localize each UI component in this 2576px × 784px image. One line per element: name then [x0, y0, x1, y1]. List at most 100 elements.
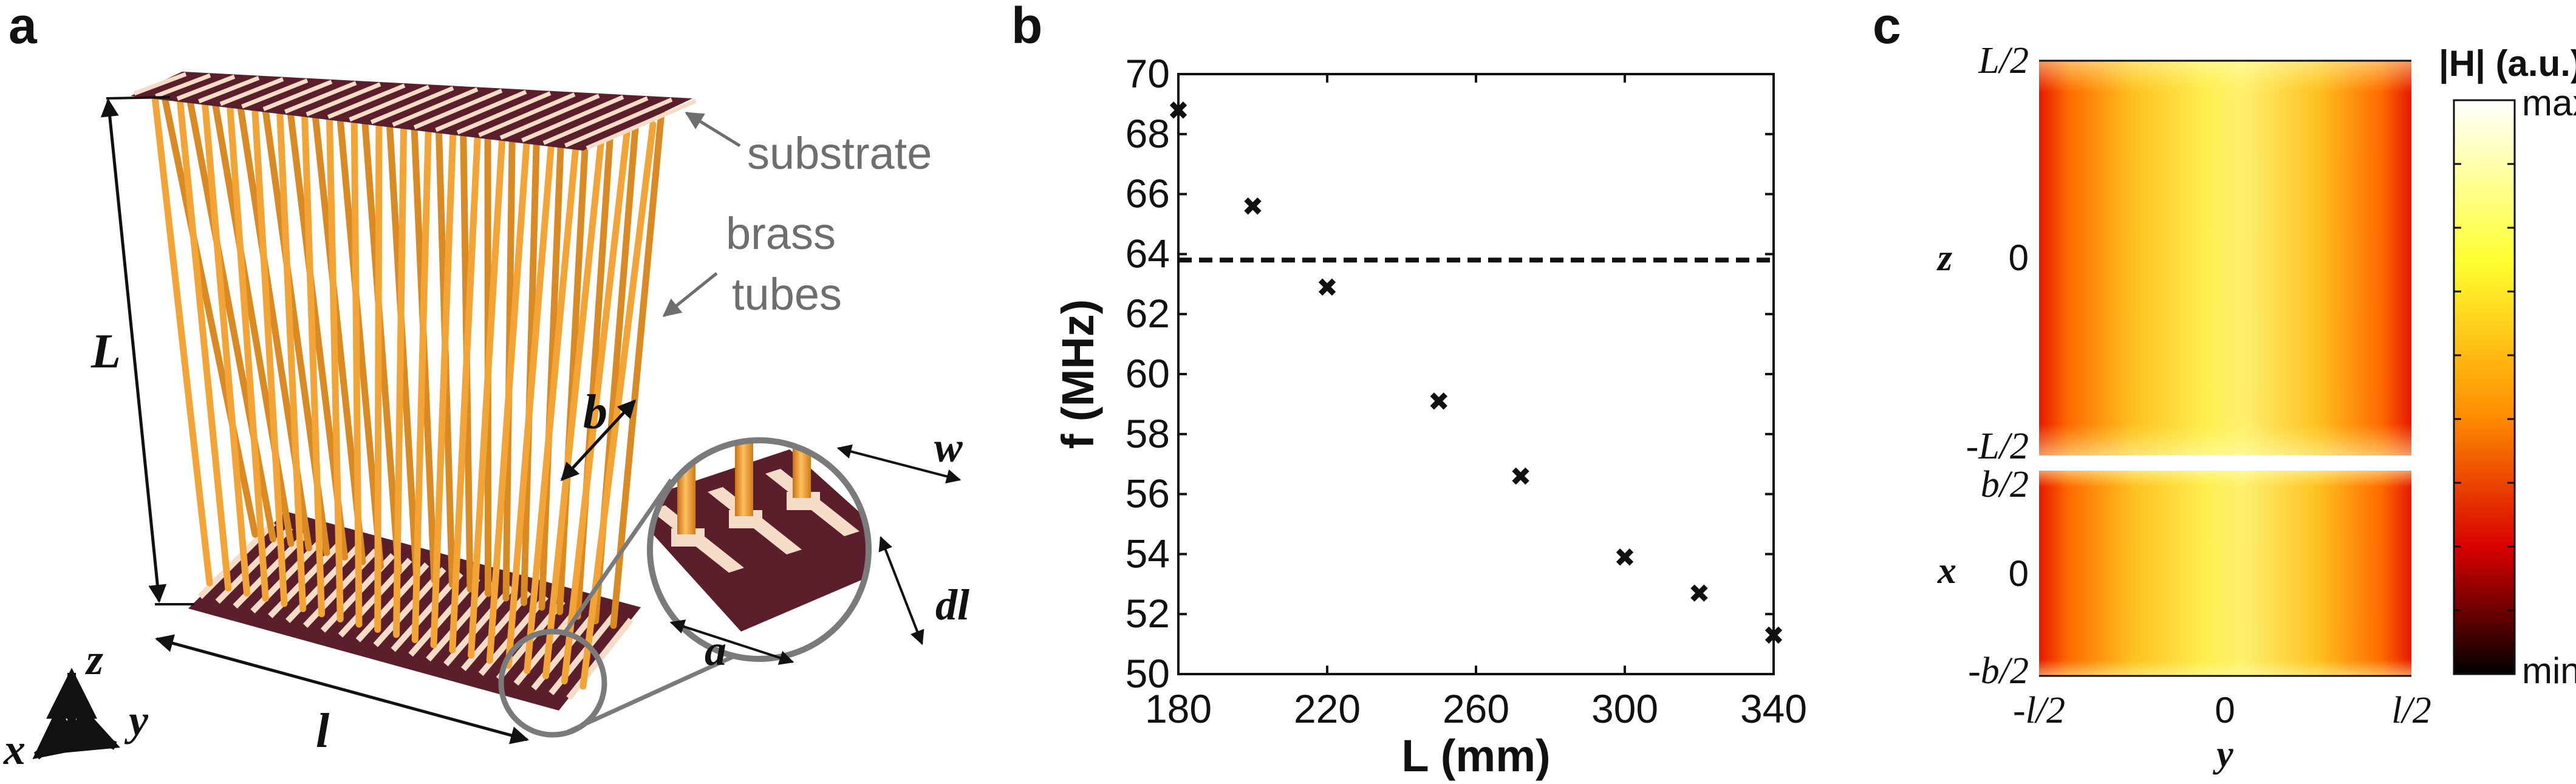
dimension-b-label: b: [583, 386, 607, 439]
brass-tube: [176, 95, 232, 591]
top-strip: [262, 80, 333, 111]
data-point: [1169, 101, 1187, 119]
scatter-chart: 50 52 54 56 58 60 62 64 66 68 70 180 220 260 300 340 L…: [1053, 51, 1807, 781]
dimension-l-label: l: [316, 704, 330, 758]
substrate-arrow: [685, 111, 741, 148]
brass-tubes: [151, 90, 666, 690]
brass-label-line1: brass: [726, 208, 836, 259]
top-strips: [133, 72, 697, 151]
brass-arrow: [662, 272, 718, 317]
y-tick-label: 54: [1126, 531, 1170, 576]
xtick-right: l/2: [2391, 690, 2431, 731]
brass-tube: [521, 100, 541, 606]
y-axis-label: f (MHz): [1053, 299, 1103, 449]
data-point: [1765, 626, 1783, 644]
zoom-connector-bottom: [567, 653, 736, 734]
schematic-panel: L l b substrate brass tubes w dl a: [3, 72, 969, 774]
brass-tube: [226, 98, 269, 602]
top-strip: [413, 89, 503, 129]
top-strip: [284, 81, 357, 114]
brass-tube: [524, 117, 582, 674]
top-ylabel-z: z: [1936, 237, 1952, 279]
top-strip: [542, 96, 649, 145]
zoom-tube: [735, 440, 753, 516]
y-tick-label: 70: [1126, 51, 1170, 96]
axis-x-label: x: [3, 725, 26, 774]
panel-letter-a: a: [9, 0, 37, 54]
top-substrate: [131, 72, 692, 151]
axis-z-label: z: [84, 635, 103, 684]
x-axis-label: L (mm): [1401, 731, 1550, 781]
y-tick-label: 62: [1126, 291, 1170, 336]
zoom-content: [650, 440, 869, 659]
axis-triad: z x y: [3, 635, 149, 774]
bottom-ytick-top: b/2: [1981, 464, 2029, 505]
brass-tube: [251, 99, 288, 607]
data-point: [1244, 197, 1262, 215]
dimension-dl-label: dl: [935, 581, 969, 629]
brass-tube: [486, 114, 532, 664]
substrate-label: substrate: [747, 128, 932, 179]
zoom-connector-top: [563, 479, 673, 634]
colorbar-ticks: [2454, 163, 2515, 612]
top-strip: [478, 92, 576, 137]
dimension-b-line: [560, 399, 637, 482]
data-points: [1169, 101, 1783, 644]
brass-tube: [160, 90, 259, 538]
brass-tube: [201, 97, 250, 597]
data-point: [1616, 548, 1634, 566]
brass-tube: [393, 107, 408, 638]
x-ticks: 180 220 260 300 340: [1145, 74, 1807, 731]
panel-letter-c: c: [1873, 0, 1901, 54]
y-tick-label: 60: [1126, 351, 1170, 396]
y-tick-label: 50: [1126, 651, 1170, 696]
x-tick-label: 300: [1591, 686, 1658, 731]
x-tick-label: 220: [1294, 686, 1361, 731]
top-ytick-top: L/2: [1978, 40, 2029, 81]
data-point: [1430, 392, 1447, 410]
bottom-ytick-mid: 0: [2009, 553, 2029, 594]
x-tick-label: 260: [1443, 686, 1509, 731]
y-tick-label: 64: [1126, 231, 1170, 276]
top-strip: [241, 78, 309, 109]
top-ytick-bottom: -L/2: [1966, 426, 2029, 467]
brass-tube: [326, 103, 344, 622]
x-tick-label: 340: [1740, 686, 1807, 731]
colorbar-min-label: min: [2522, 650, 2576, 691]
data-point: [1318, 278, 1336, 296]
dimension-l-line: [155, 634, 529, 745]
top-strip: [499, 94, 600, 140]
dimension-w-line: [836, 444, 962, 484]
brass-tube: [276, 100, 307, 612]
field-map: z L/2 0 -L/2 x b/2 0 -b/2 -l/2 0 l/2 y |…: [1936, 40, 2576, 775]
top-strip: [521, 95, 624, 143]
top-strip: [586, 98, 697, 151]
brass-tube: [610, 103, 666, 629]
top-strip: [370, 86, 454, 124]
top-strip: [176, 74, 236, 101]
brass-tube: [468, 113, 507, 659]
top-strip: [456, 91, 552, 135]
top-strip: [392, 87, 479, 127]
brass-tube: [430, 110, 457, 649]
colorbar-title: |H| (a.u.): [2439, 43, 2576, 84]
dimension-dl-line: [878, 536, 924, 646]
bottom-ytick-bottom: -b/2: [1968, 650, 2029, 692]
field-xlabel-y: y: [2212, 734, 2233, 775]
zoom-tube: [677, 440, 695, 534]
colorbar-max-label: max: [2522, 83, 2576, 123]
brass-tube: [301, 102, 325, 618]
bottom-ylabel-x: x: [1937, 550, 1956, 591]
top-strip: [349, 84, 430, 122]
dimension-a-line: [669, 619, 794, 665]
brass-tube: [449, 111, 482, 653]
dimension-L-line: [100, 98, 167, 603]
brass-tube: [505, 115, 557, 669]
brass-tube: [350, 104, 363, 628]
brass-tube: [542, 118, 607, 680]
y-tick-label: 56: [1126, 471, 1170, 516]
data-point: [1690, 584, 1708, 602]
xtick-left: -l/2: [2013, 690, 2065, 731]
brass-label-line2: tubes: [732, 269, 842, 319]
panel-letter-b: b: [1011, 0, 1043, 54]
